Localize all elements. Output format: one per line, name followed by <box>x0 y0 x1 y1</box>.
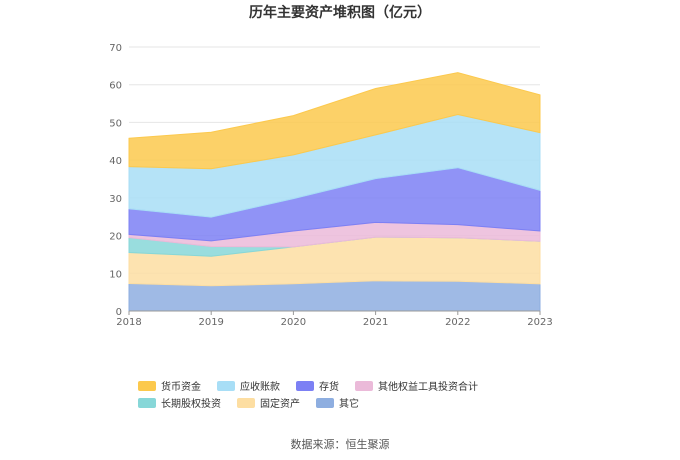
legend: 货币资金 应收账款 存货 其他权益工具投资合计长期股权投资 固定资产 其它 <box>138 377 558 411</box>
y-tick-label: 70 <box>109 43 122 54</box>
legend-label: 应收账款 <box>240 382 280 393</box>
x-tick-label: 2020 <box>281 317 306 328</box>
legend-swatch <box>138 397 156 408</box>
y-tick-label: 40 <box>109 156 122 167</box>
y-tick-label: 10 <box>109 269 122 280</box>
y-tick-label: 60 <box>109 81 122 92</box>
x-tick-label: 2023 <box>527 317 552 328</box>
x-tick-label: 2018 <box>116 317 141 328</box>
legend-swatch <box>296 380 314 391</box>
legend-label: 固定资产 <box>260 399 300 410</box>
x-tick-label: 2022 <box>445 317 470 328</box>
chart-title: 历年主要资产堆积图（亿元） <box>249 5 431 21</box>
legend-item[interactable]: 其它 <box>316 394 359 411</box>
legend-label: 其它 <box>339 399 359 410</box>
legend-swatch <box>355 380 373 391</box>
legend-swatch <box>138 380 156 391</box>
axes: 0 10 20 30 40 50 60 70 2018 2019 2020 2021 2022 2023 <box>109 43 552 328</box>
legend-item[interactable]: 货币资金 <box>138 377 201 394</box>
legend-item[interactable]: 长期股权投资 <box>138 394 221 411</box>
x-tick-label: 2021 <box>363 317 388 328</box>
area-货币资金 <box>128 72 541 170</box>
y-tick-label: 50 <box>109 118 122 129</box>
legend-item[interactable]: 存货 <box>296 377 339 394</box>
y-tick-label: 0 <box>116 307 122 318</box>
data-source-note: 数据来源：恒生聚源 <box>290 438 390 451</box>
area-series <box>128 72 541 312</box>
legend-swatch <box>316 397 334 408</box>
legend-item[interactable]: 应收账款 <box>217 377 280 394</box>
x-tick-label: 2019 <box>198 317 223 328</box>
legend-label: 存货 <box>319 382 339 393</box>
y-tick-label: 30 <box>109 194 122 205</box>
y-tick-label: 20 <box>109 232 122 243</box>
legend-label: 其他权益工具投资合计 <box>378 382 478 393</box>
legend-item[interactable]: 其他权益工具投资合计 <box>355 377 478 394</box>
legend-swatch <box>237 397 255 408</box>
legend-label: 长期股权投资 <box>161 399 221 410</box>
legend-swatch <box>217 380 235 391</box>
legend-label: 货币资金 <box>161 382 201 393</box>
legend-item[interactable]: 固定资产 <box>237 394 300 411</box>
